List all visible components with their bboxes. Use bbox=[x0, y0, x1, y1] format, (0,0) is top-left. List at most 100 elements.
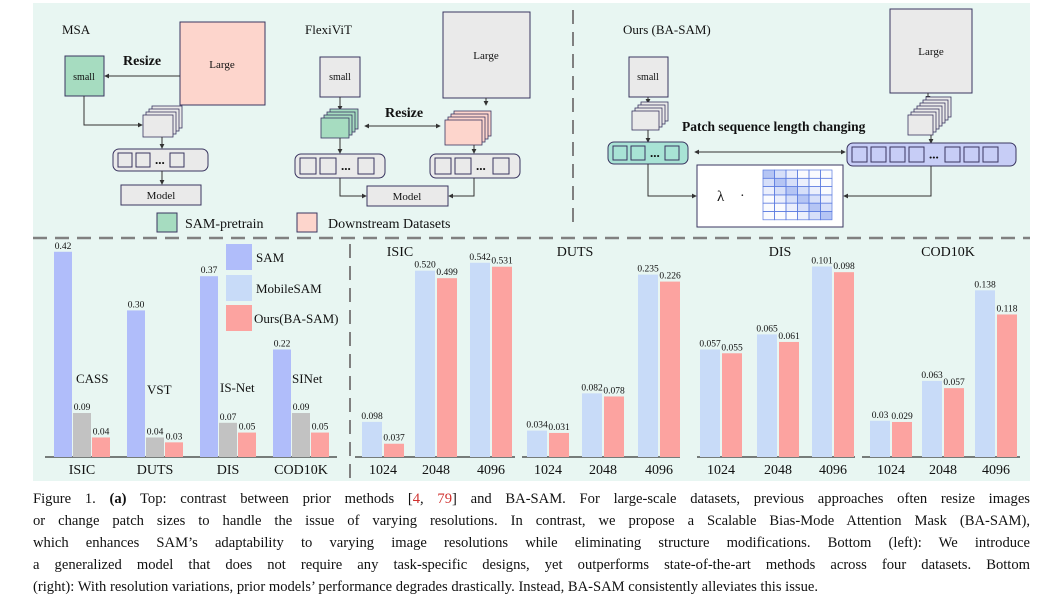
patch-stack bbox=[320, 108, 359, 139]
ellipsis: ... bbox=[929, 147, 939, 162]
token bbox=[117, 152, 133, 168]
legend-label-sam: SAM bbox=[256, 250, 285, 265]
x-tick-label: COD10K bbox=[274, 463, 328, 478]
token bbox=[944, 146, 961, 163]
token bbox=[434, 157, 452, 175]
bar-ours-ba-sam- bbox=[604, 396, 624, 457]
token bbox=[963, 146, 980, 163]
lambda-symbol: λ bbox=[717, 189, 725, 205]
mask-cell bbox=[762, 211, 775, 221]
bar-value-label: 0.09 bbox=[74, 403, 91, 413]
mask-cell bbox=[797, 169, 810, 179]
bar-mobilesam bbox=[812, 266, 832, 457]
patch-stack bbox=[631, 101, 669, 131]
mask-cell bbox=[820, 202, 833, 212]
bar-value-label: 0.07 bbox=[220, 413, 237, 423]
token bbox=[454, 157, 472, 175]
mask-cell bbox=[820, 211, 833, 221]
legend-swatch-mobilesam bbox=[226, 275, 252, 301]
patch bbox=[320, 117, 350, 139]
token-sequence: ... bbox=[429, 153, 521, 179]
msa-model-box bbox=[120, 184, 202, 206]
bar-value-label: 0.055 bbox=[721, 343, 743, 353]
flexivit-large-box bbox=[442, 11, 531, 99]
legend-swatch-downstream bbox=[296, 212, 318, 233]
subplot-title: COD10K bbox=[921, 245, 975, 260]
bar-value-label: 0.098 bbox=[833, 262, 855, 272]
mask-cell bbox=[762, 194, 775, 204]
ours-small-label: small bbox=[637, 72, 659, 83]
mask-cell bbox=[774, 169, 787, 179]
citation-link[interactable]: 4 bbox=[412, 491, 421, 507]
method-label: VST bbox=[147, 382, 172, 397]
x-tick-label: 2048 bbox=[589, 463, 617, 478]
patch-stack bbox=[142, 105, 183, 138]
msa-connector bbox=[83, 96, 143, 128]
token bbox=[612, 145, 628, 161]
mask-cell bbox=[785, 169, 798, 179]
caption-text: Top: contrast between prior methods [ bbox=[126, 491, 413, 507]
flexivit-connector bbox=[339, 178, 367, 199]
mask-cell bbox=[820, 194, 833, 204]
bar-ours-ba-sam- bbox=[779, 341, 799, 457]
mask-cell bbox=[774, 177, 787, 187]
caption-line: or change patch sizes to handle the issu… bbox=[33, 513, 1030, 529]
caption-line: a generalized model that does not requir… bbox=[33, 557, 1030, 573]
bar-sam bbox=[200, 276, 218, 457]
mask-cell bbox=[785, 186, 798, 196]
bar-value-label: 0.42 bbox=[55, 242, 72, 252]
bar-sam bbox=[273, 349, 291, 457]
x-tick-label: 4096 bbox=[982, 463, 1010, 478]
caption-line: Figure 1. (a) Top: contrast between prio… bbox=[33, 488, 1030, 510]
msa-large-label: Large bbox=[209, 59, 235, 71]
x-tick-label: 2048 bbox=[422, 463, 450, 478]
bar-mobilesam bbox=[582, 393, 602, 457]
x-tick-label: 1024 bbox=[534, 463, 562, 478]
bar-sota bbox=[292, 413, 310, 457]
legend-label-sam-pretrain: SAM-pretrain bbox=[185, 217, 264, 232]
bar-value-label: 0.063 bbox=[921, 371, 943, 381]
bar-ours-ba-sam- bbox=[165, 442, 183, 457]
bar-value-label: 0.037 bbox=[383, 434, 405, 444]
bar-value-label: 0.09 bbox=[293, 403, 310, 413]
bar-ours-ba-sam- bbox=[92, 437, 110, 457]
bar-mobilesam bbox=[470, 262, 490, 457]
caption-text: , bbox=[420, 491, 438, 507]
bar-ours-ba-sam- bbox=[722, 353, 742, 457]
citation-link[interactable]: 79 bbox=[437, 491, 453, 507]
figure: MSA Large small Resize ... Model FlexiVi… bbox=[33, 3, 1030, 482]
mask-cell bbox=[820, 186, 833, 196]
bar-value-label: 0.031 bbox=[548, 423, 570, 433]
bar-value-label: 0.034 bbox=[526, 421, 548, 431]
bar-mobilesam bbox=[870, 420, 890, 457]
bar-value-label: 0.138 bbox=[974, 280, 996, 290]
bar-value-label: 0.065 bbox=[756, 324, 778, 334]
flexivit-title: FlexiViT bbox=[305, 22, 352, 37]
flexivit-model-label: Model bbox=[393, 191, 422, 203]
bar-value-label: 0.05 bbox=[312, 423, 329, 433]
method-label: IS-Net bbox=[220, 380, 255, 395]
token bbox=[908, 146, 925, 163]
mask-cell bbox=[785, 202, 798, 212]
mask-cell bbox=[797, 186, 810, 196]
token-sequence: ... bbox=[846, 142, 1017, 167]
bar-value-label: 0.542 bbox=[469, 253, 491, 263]
bar-value-label: 0.098 bbox=[361, 412, 383, 422]
bar-value-label: 0.029 bbox=[891, 412, 913, 422]
bar-value-label: 0.499 bbox=[436, 268, 458, 278]
ours-large-label: Large bbox=[918, 46, 944, 58]
bar-sam bbox=[127, 310, 145, 457]
bar-value-label: 0.118 bbox=[996, 304, 1017, 314]
patch bbox=[142, 114, 174, 138]
patch bbox=[631, 110, 660, 131]
bar-value-label: 0.03 bbox=[166, 432, 183, 442]
method-label: CASS bbox=[76, 371, 109, 386]
subplot-title: DIS bbox=[769, 245, 792, 260]
ours-diagram: Ours (BA-SAM) small Large Patch sequence… bbox=[607, 8, 1017, 228]
bar-mobilesam bbox=[922, 380, 942, 457]
ours-connector bbox=[843, 166, 932, 199]
mask-cell bbox=[808, 177, 821, 187]
bar-mobilesam bbox=[415, 270, 435, 457]
bar-value-label: 0.22 bbox=[274, 340, 291, 350]
multiply-dot: · bbox=[740, 189, 745, 204]
